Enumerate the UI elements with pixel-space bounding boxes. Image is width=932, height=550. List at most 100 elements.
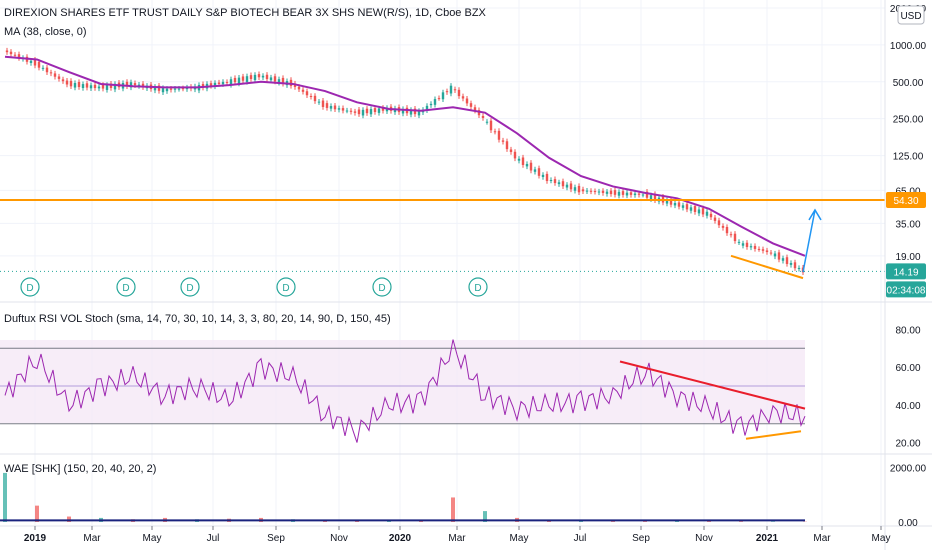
candle-body	[605, 191, 609, 194]
dividend-marker: D	[468, 277, 488, 297]
candle-body	[477, 110, 481, 116]
time-axis[interactable]: 2019 Mar May Jul Sep Nov 2020 Mar May Jul Sep Nov 20…	[24, 526, 891, 544]
target-arrow-head	[808, 208, 822, 221]
time-axis-label: Mar	[448, 533, 466, 544]
currency-button[interactable]: USD	[897, 5, 925, 25]
candle-body	[113, 83, 117, 90]
candle-body	[649, 195, 653, 200]
last-price-badge: 14.19	[886, 263, 926, 280]
candle-body	[401, 109, 405, 114]
candle-body	[17, 54, 21, 58]
dividend-marker-circle	[468, 277, 488, 297]
bar-countdown-badge: 02:34:08	[886, 281, 926, 298]
chart-title: DIREXION SHARES ETF TRUST DAILY S&P BIOT…	[4, 7, 487, 19]
candle-body	[233, 77, 237, 83]
candle-body	[297, 86, 301, 90]
time-axis-label: Sep	[632, 533, 650, 544]
wae-bar	[739, 521, 743, 522]
candle-body	[709, 213, 713, 218]
candle-body	[761, 249, 765, 251]
candle-body	[209, 83, 213, 86]
candle-body	[585, 190, 589, 192]
dividend-marker-label: D	[186, 283, 193, 294]
candle-body	[225, 81, 229, 83]
candle-body	[161, 88, 165, 93]
candle-body	[85, 83, 89, 88]
candle-body	[693, 206, 697, 212]
candle-body	[445, 91, 449, 93]
candle-body	[253, 74, 257, 81]
candle-body	[357, 109, 361, 115]
candle-body	[129, 82, 133, 88]
price-axis-label: 250.00	[893, 115, 924, 126]
dividend-marker-circle	[180, 277, 200, 297]
candle-body	[565, 184, 569, 188]
candle-body	[29, 60, 33, 63]
candle-body	[753, 245, 757, 249]
dividend-marker-label: D	[26, 283, 33, 294]
dividend-marker-circle	[116, 277, 136, 297]
time-axis-label: May	[872, 533, 891, 544]
candle-body	[781, 258, 785, 261]
candle-body	[513, 151, 517, 159]
candle-body	[349, 110, 353, 112]
currency-button-frame[interactable]	[897, 5, 925, 25]
candle-body	[745, 242, 749, 247]
candle-body	[361, 109, 365, 116]
target-arrow-shaft	[802, 209, 816, 273]
candle-body	[465, 98, 469, 104]
wae-bar	[707, 521, 711, 522]
rsi-line	[4, 339, 806, 443]
candle-body	[245, 76, 249, 82]
candle-body	[37, 61, 41, 68]
candle-body	[309, 96, 313, 98]
candle-body	[701, 208, 705, 215]
candle-body	[213, 82, 217, 87]
candle-body	[581, 189, 585, 192]
candle-body	[53, 73, 57, 77]
candle-body	[721, 225, 725, 228]
candle-body	[765, 250, 769, 253]
candle-body	[645, 191, 649, 198]
price-axis-label: 19.00	[895, 252, 920, 263]
candle-body	[13, 54, 17, 56]
candle-body	[541, 174, 545, 177]
candle-body	[789, 263, 793, 265]
candle-body	[229, 79, 233, 85]
candle-body	[713, 217, 717, 221]
time-axis-label: Nov	[330, 533, 348, 544]
candle-body	[629, 192, 633, 195]
wae-bar	[643, 521, 647, 522]
candle-body	[593, 191, 597, 193]
dividend-marker-label: D	[474, 283, 481, 294]
candle-body	[341, 108, 345, 111]
price-axis-label: 500.00	[893, 78, 924, 89]
candle-body	[681, 205, 685, 208]
candle-body	[69, 80, 73, 87]
candle-body	[173, 88, 177, 90]
candle-body	[325, 103, 329, 108]
candle-body	[525, 163, 529, 167]
candle-body	[369, 109, 373, 115]
price-axis-label: 1000.00	[890, 41, 927, 52]
candle-body	[345, 110, 349, 112]
support-trendline	[730, 254, 804, 280]
dividend-marker: D	[20, 277, 40, 297]
level-price-badge: 54.30	[886, 191, 926, 208]
candle-body	[409, 109, 413, 115]
candle-body	[697, 209, 701, 214]
time-axis-label: Jul	[574, 533, 587, 544]
candle-body	[733, 233, 737, 242]
candle-body	[537, 168, 541, 176]
candle-body	[373, 108, 377, 113]
candle-body	[493, 131, 497, 133]
candle-body	[433, 99, 437, 105]
candle-body	[77, 81, 81, 88]
candle-body	[105, 84, 109, 90]
candle-body	[545, 173, 549, 182]
currency-button-label[interactable]: USD	[900, 11, 921, 22]
candle-body	[45, 67, 49, 73]
candle-body	[153, 86, 157, 91]
candle-body	[97, 86, 101, 89]
candle-body	[533, 169, 537, 172]
